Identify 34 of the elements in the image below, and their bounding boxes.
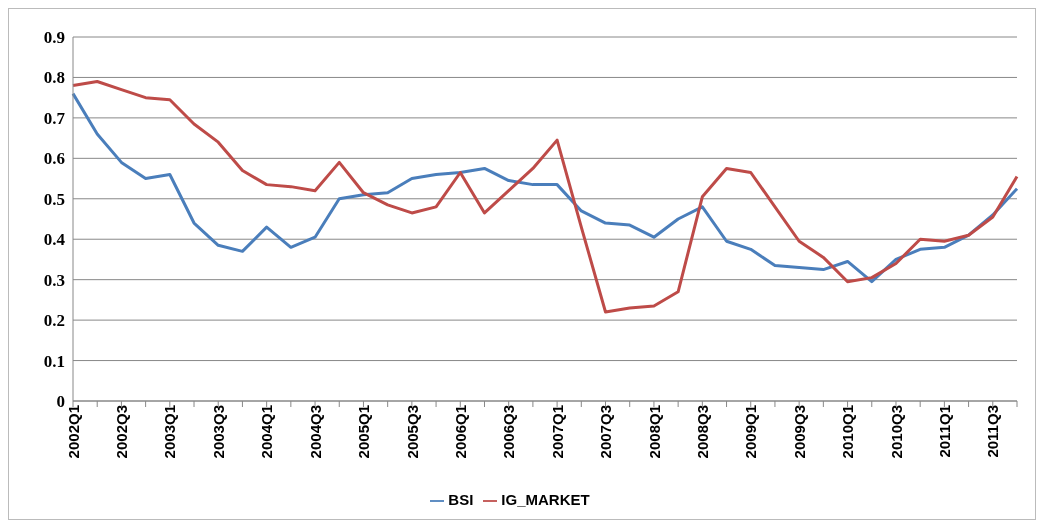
y-tick-label: 0.2 (43, 311, 65, 331)
x-tick-label: 2006Q3 (500, 405, 518, 459)
line-series (71, 79, 1019, 314)
y-tick-label: 0.4 (43, 230, 66, 250)
x-tick-label: 2009Q3 (790, 405, 808, 459)
y-tick-label: 0.1 (43, 351, 65, 371)
x-tick-label: 2004Q1 (258, 405, 276, 459)
x-tick-label: 2005Q1 (355, 405, 373, 459)
x-tick-label: 2008Q1 (645, 405, 663, 459)
y-tick-label: 0.5 (43, 189, 65, 209)
y-tick-label: 0.8 (43, 68, 65, 88)
x-tick-label: 2003Q3 (209, 405, 227, 459)
x-tick-label: 2006Q1 (451, 405, 469, 459)
x-tick-label: 2005Q3 (403, 405, 421, 459)
legend-label: BSI (448, 491, 474, 508)
x-tick-label: 2009Q1 (742, 405, 760, 459)
x-tick-label: 2007Q1 (548, 405, 566, 459)
x-tick-label: 2010Q3 (887, 405, 905, 459)
line-series (71, 92, 1019, 284)
y-tick-label: 0.6 (43, 149, 65, 169)
x-tick-label: 2011Q1 (936, 405, 954, 458)
y-tick-label: 0.7 (43, 108, 66, 128)
y-tick-label: 0.9 (43, 28, 65, 48)
x-tick-label: 2011Q3 (984, 405, 1002, 458)
x-tick-label: 2003Q1 (161, 405, 179, 459)
x-tick-label: 2002Q3 (113, 405, 131, 459)
legend-label: IG_MARKET (501, 491, 590, 508)
x-tick-label: 2008Q3 (693, 405, 711, 459)
x-tick-label: 2002Q1 (64, 405, 82, 459)
y-tick-label: 0 (56, 392, 65, 412)
y-tick-label: 0.3 (43, 270, 65, 290)
x-tick-label: 2004Q3 (306, 405, 324, 459)
x-tick-label: 2010Q1 (839, 405, 857, 459)
x-tick-label: 2007Q3 (597, 405, 615, 459)
